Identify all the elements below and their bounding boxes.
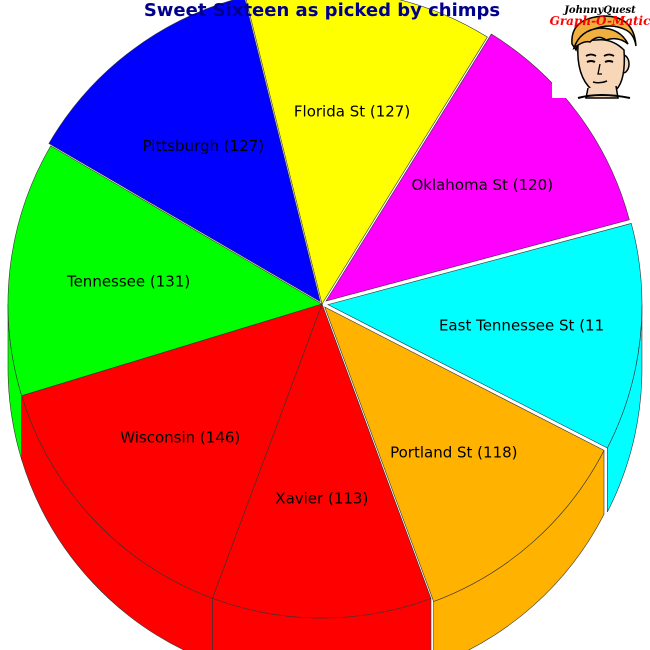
pie-slice bbox=[212, 303, 432, 619]
cartoon-boy-face-icon bbox=[571, 15, 637, 99]
pie-slices bbox=[7, 0, 643, 619]
pie-slice bbox=[21, 303, 323, 599]
slice-label: Wisconsin (146) bbox=[120, 428, 240, 446]
slice-label: East Tennessee St (11 bbox=[439, 316, 604, 334]
pie-slice bbox=[7, 145, 323, 397]
slice-labels: Florida St (127) Oklahoma St (120) East Te… bbox=[66, 103, 604, 508]
pie-slice bbox=[324, 306, 605, 602]
pie-slice bbox=[48, 0, 321, 303]
slice-label: Florida St (127) bbox=[294, 103, 410, 121]
pie-slice bbox=[245, 0, 488, 305]
slice-label: Tennessee (131) bbox=[66, 273, 190, 291]
slice-label: Pittsburgh (127) bbox=[143, 137, 265, 155]
pie-slice bbox=[327, 223, 643, 449]
slice-label: Portland St (118) bbox=[390, 444, 517, 462]
logo-line2: Graph-O-Matic bbox=[550, 14, 650, 28]
logo-line1: JohnnyQuest bbox=[562, 5, 636, 16]
pie-slice bbox=[325, 33, 630, 302]
slice-label: Oklahoma St (120) bbox=[411, 176, 553, 194]
slice-label: Xavier (113) bbox=[275, 490, 368, 508]
graph-o-matic-logo: JohnnyQuest Graph-O-Matic bbox=[550, 2, 650, 99]
chart-title: Sweet Sixteen as picked by chimps bbox=[144, 0, 500, 21]
